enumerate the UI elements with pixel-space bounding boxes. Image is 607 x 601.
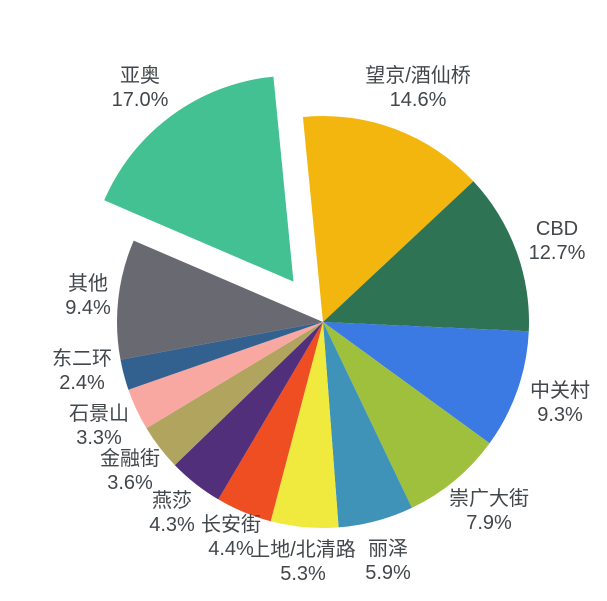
slice-name-text: 丽泽 <box>368 537 408 560</box>
slice-pct-text: 5.9% <box>365 562 411 584</box>
slice-label-12: 其他 9.4% <box>65 272 111 319</box>
slice-label-7: 长安街 4.4% <box>201 513 261 560</box>
slice-pct-text: 12.7% <box>529 242 586 264</box>
slice-name-text: 望京/酒仙桥 <box>365 64 471 87</box>
slice-label-10: 石景山 3.3% <box>69 402 129 449</box>
slice-label-13: 亚奥 17.0% <box>112 64 169 111</box>
slice-label-3: 中关村 9.3% <box>530 379 590 426</box>
slice-pct-text: 5.3% <box>280 563 326 585</box>
slice-name-text: 燕莎 <box>152 489 192 512</box>
slice-label-2: CBD 12.7% <box>529 218 586 264</box>
slice-pct-text: 4.3% <box>149 514 195 536</box>
pie-slice-1 <box>302 116 474 322</box>
pie-slice-6 <box>270 322 339 528</box>
pie-slice-13 <box>104 76 294 282</box>
pie-slice-11 <box>120 322 323 390</box>
slice-pct-text: 17.0% <box>112 89 169 111</box>
slice-name-text: 崇广大街 <box>449 487 529 510</box>
slice-name-text: 中关村 <box>530 379 590 402</box>
slice-name-text: 亚奥 <box>120 64 160 87</box>
slice-name-text: CBD <box>536 218 578 240</box>
slice-label-8: 燕莎 4.3% <box>149 489 195 536</box>
pie-slice-5 <box>323 322 412 528</box>
slice-pct-text: 2.4% <box>59 372 105 394</box>
pie-slice-9 <box>146 322 323 466</box>
slice-label-6: 上地/北清路 5.3% <box>250 538 356 585</box>
pie-slice-12 <box>116 240 324 360</box>
slice-label-5: 丽泽 5.9% <box>365 537 411 584</box>
slice-name-text: 石景山 <box>69 402 129 425</box>
slice-name-text: 东二环 <box>52 347 112 370</box>
slice-pct-text: 3.6% <box>107 472 153 494</box>
slice-pct-text: 9.3% <box>537 404 583 426</box>
slice-pct-text: 7.9% <box>466 512 512 534</box>
pie-slice-4 <box>323 322 490 508</box>
slice-pct-text: 4.4% <box>208 538 254 560</box>
slice-name-text: 金融街 <box>100 447 160 470</box>
pie-slice-8 <box>174 322 323 500</box>
slice-name-text: 上地/北清路 <box>250 538 356 561</box>
slice-pct-text: 3.3% <box>76 427 122 449</box>
slice-name-text: 长安街 <box>201 513 261 536</box>
slice-label-1: 望京/酒仙桥 14.6% <box>365 64 471 111</box>
slice-label-4: 崇广大街 7.9% <box>449 487 529 534</box>
pie-slice-3 <box>323 322 529 444</box>
slice-name-text: 其他 <box>68 272 108 295</box>
pie-slice-7 <box>218 322 323 522</box>
slice-pct-text: 9.4% <box>65 297 111 319</box>
slice-pct-text: 14.6% <box>390 89 447 111</box>
pie-slice-2 <box>323 181 530 332</box>
slice-label-11: 东二环 2.4% <box>52 347 112 394</box>
pie-slice-10 <box>128 322 323 429</box>
slice-label-9: 金融街 3.6% <box>100 447 160 494</box>
